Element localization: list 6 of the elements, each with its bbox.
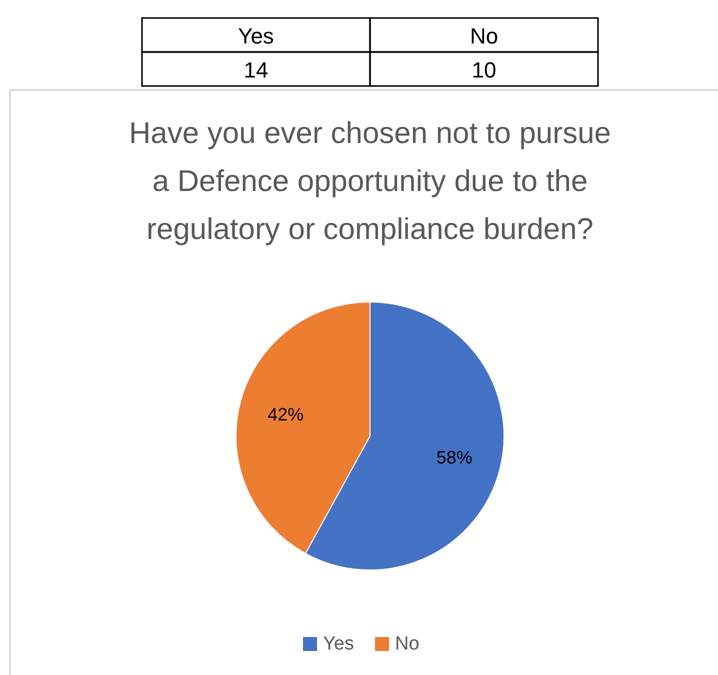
chart-title: Have you ever chosen not to pursue a Defence opportunity due to the regulatory or compliance burden? — [129, 117, 611, 246]
legend-label: No — [395, 634, 420, 654]
legend-label: Yes — [323, 634, 354, 654]
value-table: Yes 14 No 10 — [141, 17, 599, 87]
data-label: 58% — [436, 448, 472, 468]
data-label: 42% — [268, 404, 304, 424]
